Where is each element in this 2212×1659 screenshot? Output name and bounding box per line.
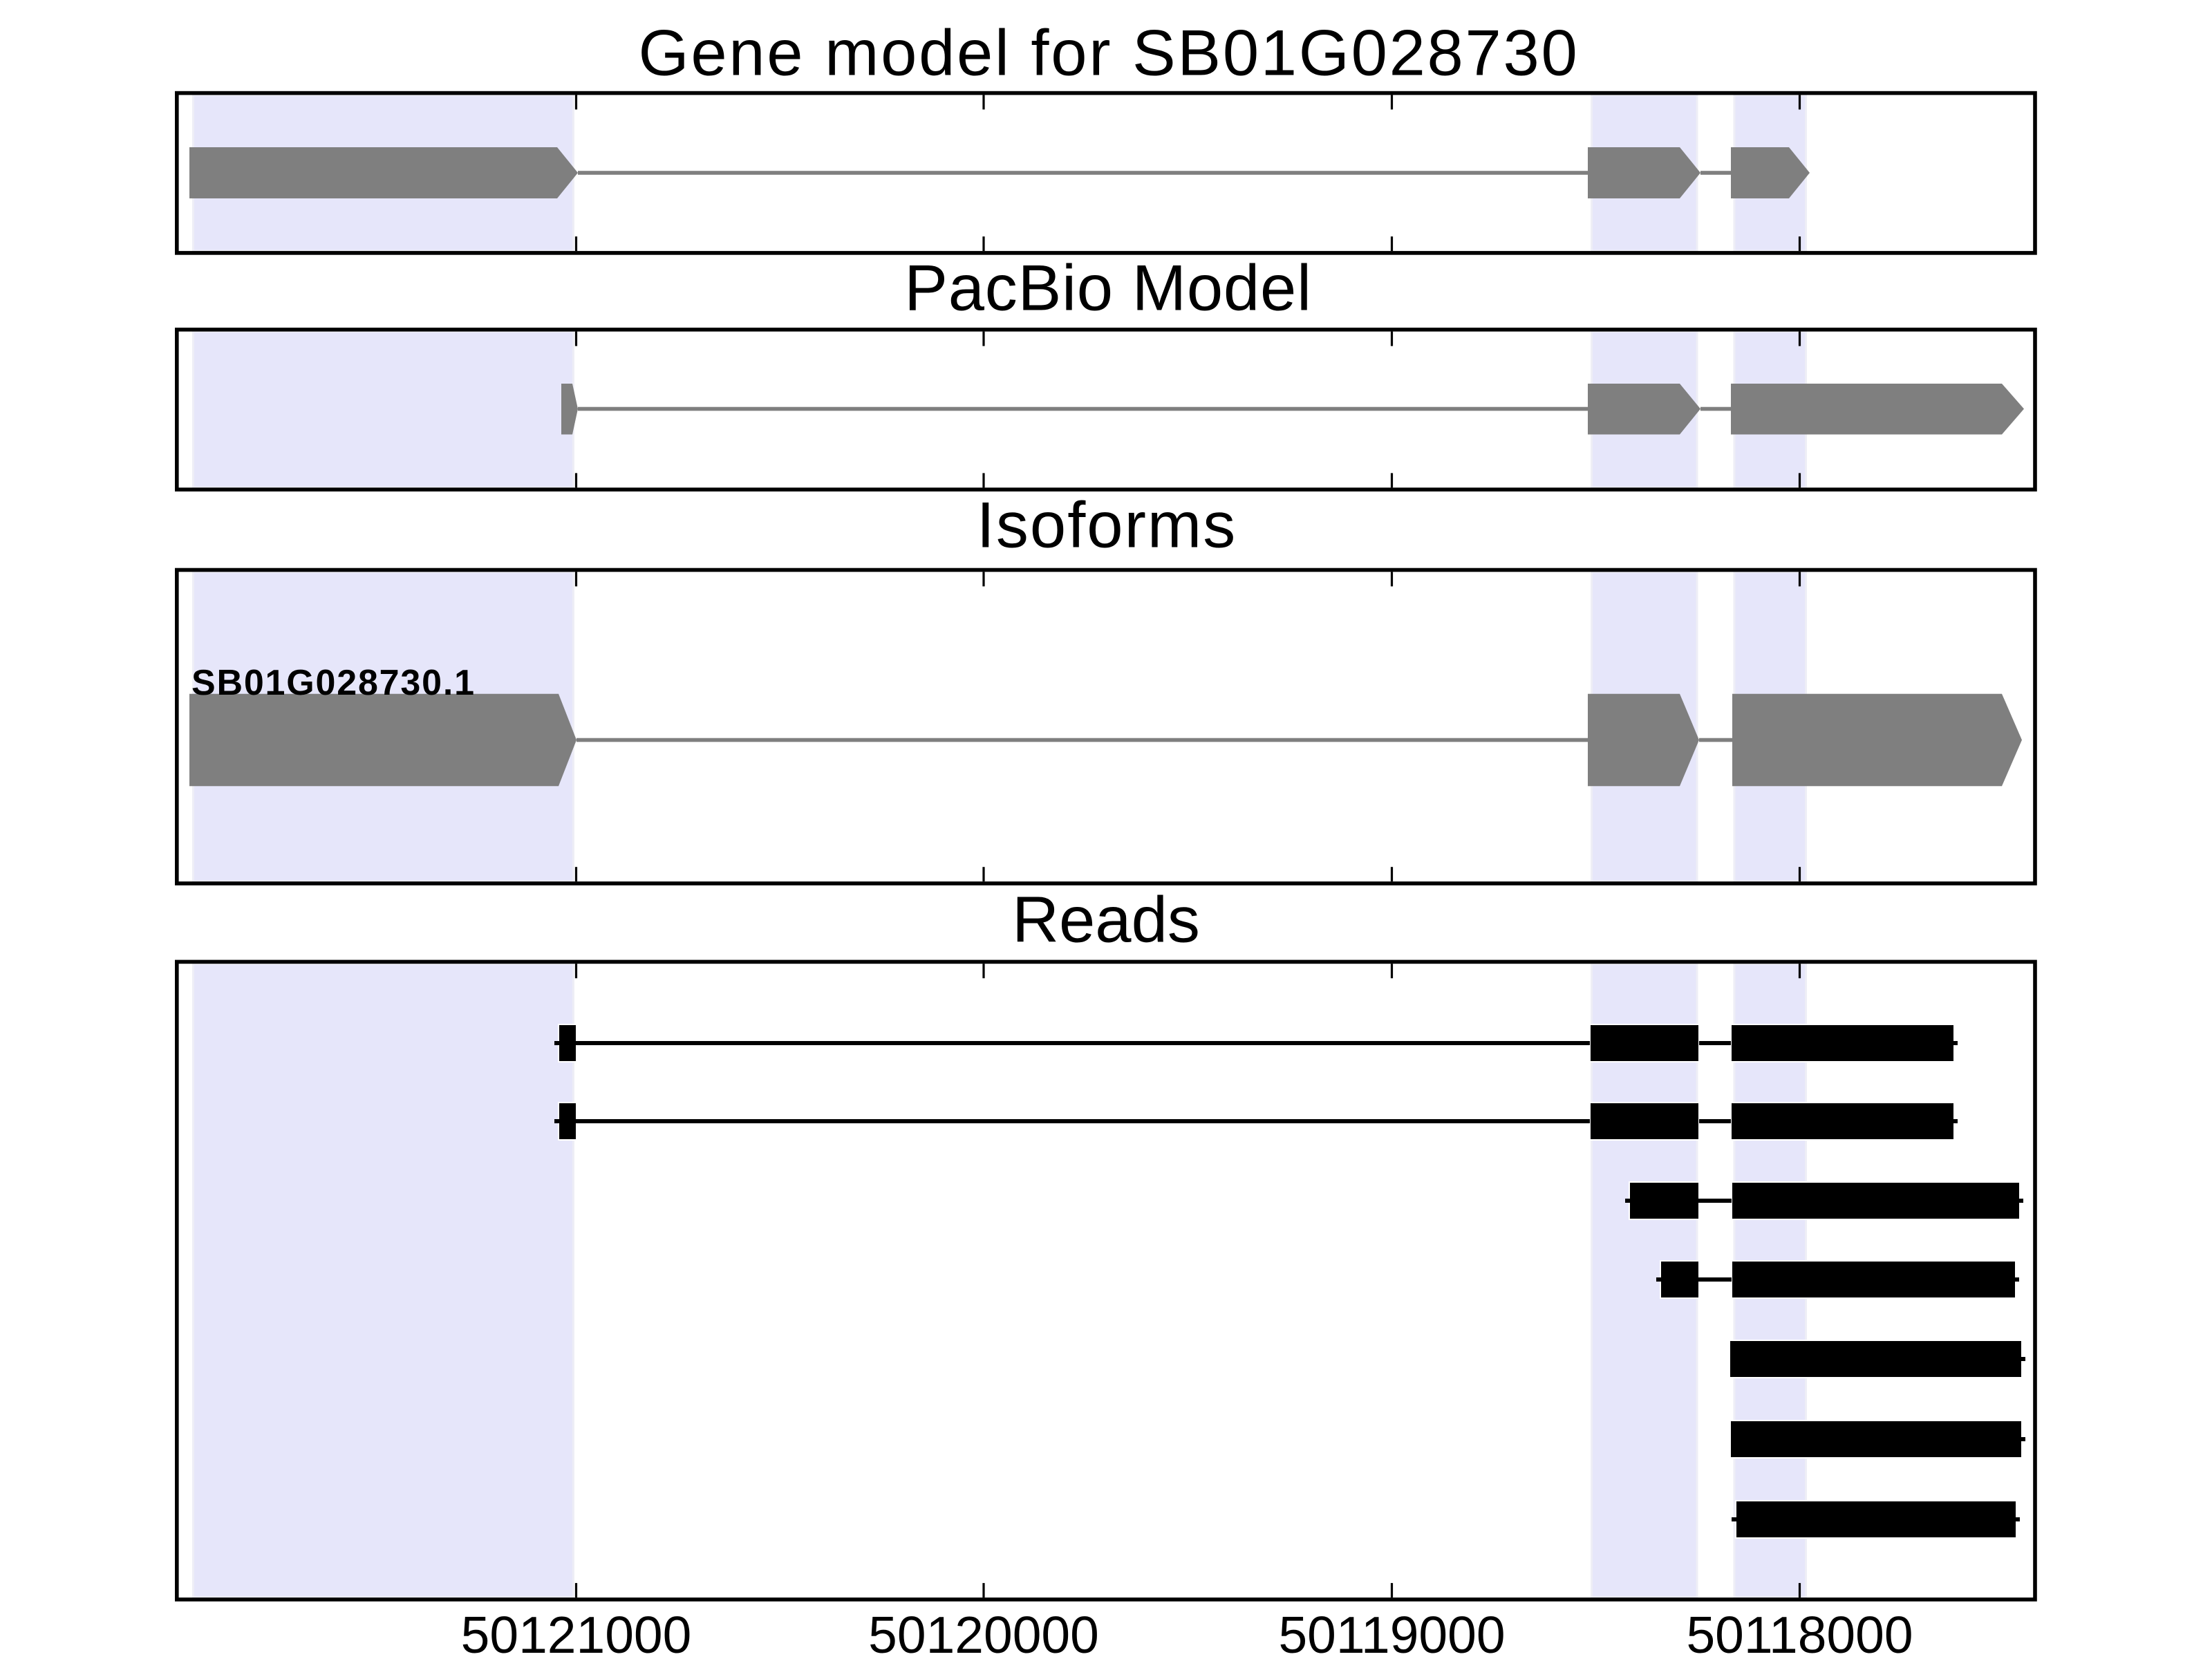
svg-text:50121000: 50121000 [461, 1606, 692, 1659]
svg-text:50120000: 50120000 [868, 1606, 1099, 1659]
svg-text:50119000: 50119000 [1278, 1606, 1505, 1659]
svg-text:SB01G028730.1: SB01G028730.1 [191, 663, 476, 703]
svg-text:Isoforms: Isoforms [977, 489, 1237, 561]
svg-text:Gene model for SB01G028730: Gene model for SB01G028730 [639, 17, 1580, 89]
svg-text:50118000: 50118000 [1686, 1606, 1913, 1659]
svg-text:PacBio Model: PacBio Model [904, 252, 1312, 324]
svg-text:Reads: Reads [1012, 883, 1200, 956]
